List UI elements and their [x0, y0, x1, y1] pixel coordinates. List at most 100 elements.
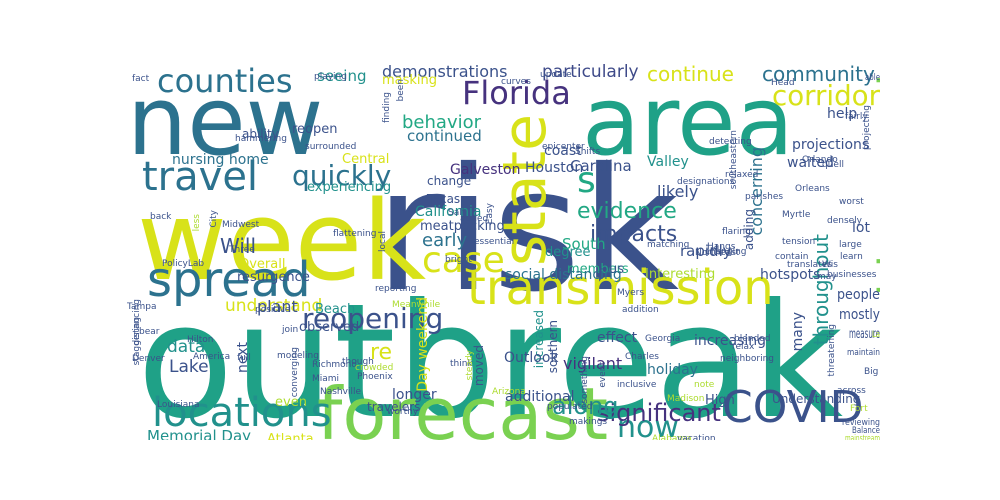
word-state: state: [490, 114, 560, 266]
word-worthy: worthy: [387, 407, 419, 417]
word-effect: effect: [597, 330, 638, 346]
word-impacts: impacts: [590, 222, 677, 247]
word-densely: densely: [827, 216, 863, 226]
word-meatpacking: meatpacking: [420, 219, 505, 234]
word-south: South: [562, 235, 606, 253]
word-may: may: [817, 272, 837, 282]
word-new: new: [127, 67, 323, 177]
word-fort: Fort: [850, 404, 868, 414]
word-understand: understand: [225, 296, 322, 316]
word-changing: changing: [705, 247, 747, 257]
word-event: event: [598, 362, 608, 388]
word-america: America: [193, 352, 230, 362]
word-relaxed: relaxed: [725, 170, 758, 180]
word-myers: Myers: [617, 288, 644, 298]
word-madison: Madison: [667, 394, 704, 404]
word-continued: continued: [407, 127, 482, 145]
word-many: many: [790, 312, 806, 351]
word-richmond: Richmond: [312, 360, 357, 370]
word-galveston: Galveston: [450, 162, 520, 178]
word-seeing: seeing: [317, 67, 366, 85]
word-beach: Beach: [315, 302, 355, 317]
word-reopen: reopen: [292, 122, 338, 137]
word-mainstream: mainstream: [845, 434, 880, 440]
word-positive: positive: [255, 305, 291, 315]
word-transmission: transmission: [467, 260, 774, 316]
word-flaring: flaring: [722, 227, 751, 237]
word-change: change: [427, 174, 471, 188]
word-added: added: [460, 214, 488, 224]
word-counties: counties: [157, 62, 293, 100]
word-resurgence: resurgence: [237, 270, 310, 285]
word-update: update: [540, 70, 572, 80]
word-will: Will: [220, 234, 256, 258]
word-relax: relax: [732, 342, 755, 352]
word-next: next: [235, 341, 251, 373]
word-additional: additional: [505, 389, 575, 405]
word-projecting: projecting: [862, 105, 872, 150]
word-central: Central: [342, 152, 389, 167]
word-risk: risk: [375, 132, 679, 330]
word-outbreak: outbreak: [137, 270, 844, 440]
word-nashville: Nashville: [320, 387, 361, 397]
word-neighboring: neighboring: [720, 354, 774, 364]
word-blended: blended: [734, 334, 770, 344]
word-memorial-day: Memorial Day: [147, 427, 251, 440]
word-head: Head: [771, 78, 795, 88]
word-able: able: [865, 73, 880, 83]
word-rapidly: rapidly: [680, 242, 732, 260]
word-matching: matching: [647, 240, 689, 250]
word-hotspots: hotspots: [760, 267, 820, 283]
word-think: think: [450, 359, 473, 369]
word-crowded: crowded: [355, 363, 393, 373]
word-along: along: [552, 392, 619, 420]
word-data: data: [167, 337, 205, 357]
word-businesses: businesses: [827, 270, 877, 280]
word-longer: longer: [392, 387, 437, 403]
word-addition: addition: [622, 305, 659, 315]
word-interesting: Interesting: [645, 267, 715, 282]
word-people: people: [837, 287, 880, 303]
word-now: now: [617, 410, 679, 440]
word-understanding: Understanding: [772, 392, 860, 406]
word-travelers: travelers: [367, 400, 420, 414]
word-orlando: Orlando: [802, 155, 838, 165]
word-been: been: [396, 79, 406, 102]
word-fact: fact: [132, 74, 150, 84]
word-something: something: [580, 356, 590, 404]
word-learn: learn: [840, 252, 863, 262]
word-quell: quell: [822, 160, 844, 170]
word-lot: lot: [852, 220, 870, 236]
word-nursing-home: nursing home: [172, 152, 269, 168]
word-across: across: [837, 386, 866, 396]
word-makings: makings: [569, 417, 607, 427]
word-staggering: staggering: [132, 317, 142, 365]
word-california: California: [415, 204, 481, 220]
word-lake: Lake: [169, 357, 209, 377]
word-myrtle: Myrtle: [782, 210, 811, 220]
word-increasing: increasing: [694, 333, 766, 349]
word-meanwhile: Meanwhile: [392, 300, 441, 310]
word-texas: Texas: [426, 192, 460, 206]
word-even: even: [275, 395, 307, 410]
word-tension: tension: [782, 237, 815, 247]
word-behavior: behavior: [402, 112, 482, 133]
word-case: case: [422, 240, 505, 281]
word-threatening: threatening: [827, 324, 837, 376]
word-day-weekend: Day weekend: [415, 297, 431, 392]
word-demonstrations: demonstrations: [382, 62, 508, 81]
word-waited: waited: [787, 155, 834, 171]
word-northeast: Northeast: [695, 248, 740, 258]
word-experiencing: experiencing: [307, 180, 391, 195]
word-large: large: [839, 240, 862, 250]
word-forecast: forecast: [317, 372, 608, 440]
word-vigilant: vigilant: [563, 354, 622, 373]
word-members: members: [567, 262, 629, 277]
word-maintain: maintain: [847, 348, 880, 358]
word-mostly: mostly: [839, 307, 880, 323]
word-projections: projections: [792, 137, 869, 153]
word-florida: Florida: [462, 74, 571, 112]
word-city: City: [209, 209, 219, 227]
word-finding: finding: [382, 92, 392, 123]
